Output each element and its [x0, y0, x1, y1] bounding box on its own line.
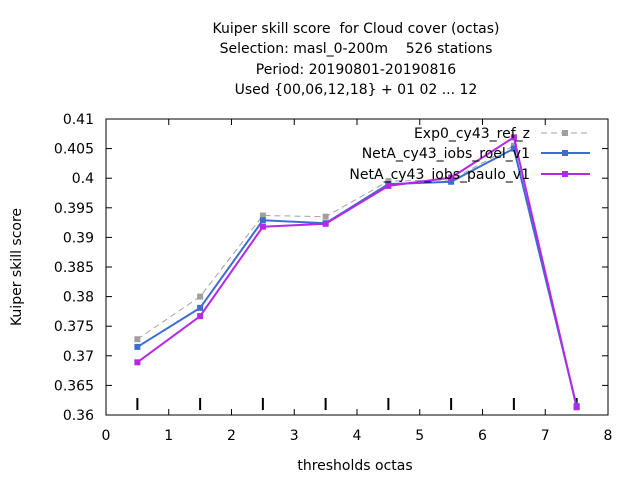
- y-tick-label: 0.405: [54, 142, 94, 158]
- threshold-markers: [136, 398, 578, 410]
- x-tick-label: 1: [164, 428, 173, 444]
- y-tick-label: 0.38: [63, 290, 94, 306]
- legend-marker-2: [562, 150, 568, 156]
- y-tick-label: 0.375: [54, 319, 94, 335]
- plot-frame: [105, 118, 609, 416]
- y-tick-label: 0.37: [63, 349, 94, 365]
- series-1-point: [197, 293, 204, 300]
- y-tick-label: 0.41: [63, 112, 94, 128]
- y-tick-label: 0.36: [63, 408, 94, 424]
- series-3-point: [259, 223, 266, 230]
- series-2-point: [259, 217, 266, 224]
- x-tick-label: 0: [102, 428, 111, 444]
- series-1-point: [322, 213, 329, 220]
- title-line-4: Used {00,06,12,18} + 01 02 ... 12: [234, 82, 478, 98]
- series-line-1: [137, 144, 578, 407]
- x-axis-ticks: 0 1 2 3 4 5 6 7 8: [102, 119, 613, 444]
- legend-label-3: NetA_cy43_iobs_paulo_v1: [349, 167, 530, 183]
- x-tick-label: 5: [415, 428, 424, 444]
- series-3-point: [134, 359, 141, 366]
- x-tick-label: 2: [227, 428, 236, 444]
- legend-marker-3: [562, 171, 568, 177]
- y-tick-label: 0.39: [63, 230, 94, 246]
- y-tick-label: 0.385: [54, 260, 94, 276]
- title-line-1: Kuiper skill score for Cloud cover (octa…: [212, 21, 500, 37]
- series-2-point: [510, 145, 517, 152]
- x-tick-label: 3: [290, 428, 299, 444]
- series-layer: [134, 134, 580, 411]
- x-tick-label: 8: [604, 428, 613, 444]
- legend-label-2: NetA_cy43_iobs_roel_v1: [362, 146, 530, 162]
- legend: Exp0_cy43_ref_z NetA_cy43_iobs_roel_v1 Net…: [349, 126, 590, 183]
- y-tick-label: 0.395: [54, 201, 94, 217]
- series-2-point: [197, 304, 204, 311]
- x-tick-label: 7: [541, 428, 550, 444]
- series-3-point: [573, 404, 580, 411]
- series-3-point: [448, 174, 455, 181]
- x-tick-label: 4: [353, 428, 362, 444]
- x-axis-label: thresholds octas: [297, 458, 412, 474]
- series-3-point: [510, 134, 517, 141]
- y-tick-label: 0.365: [54, 378, 94, 394]
- series-3-point: [385, 182, 392, 189]
- legend-marker-1: [562, 130, 568, 136]
- y-tick-label: 0.4: [72, 171, 94, 187]
- series-line-2: [136, 147, 578, 407]
- series-1-point: [259, 212, 266, 219]
- series-2-point: [448, 178, 455, 185]
- series-3-point: [197, 313, 204, 320]
- x-tick-label: 6: [478, 428, 487, 444]
- title-line-2: Selection: masl_0-200m 526 stations: [219, 41, 493, 57]
- series-2-point: [134, 343, 141, 350]
- title-line-3: Period: 20190801-20190816: [255, 62, 457, 78]
- series-1-point: [134, 336, 141, 343]
- legend-label-1: Exp0_cy43_ref_z: [414, 126, 530, 142]
- y-axis-label: Kuiper skill score: [9, 208, 25, 326]
- series-3-point: [322, 220, 329, 227]
- y-axis-ticks: 0.360.3650.370.3750.380.3850.390.3950.40…: [54, 112, 608, 424]
- series-line-3: [136, 135, 578, 408]
